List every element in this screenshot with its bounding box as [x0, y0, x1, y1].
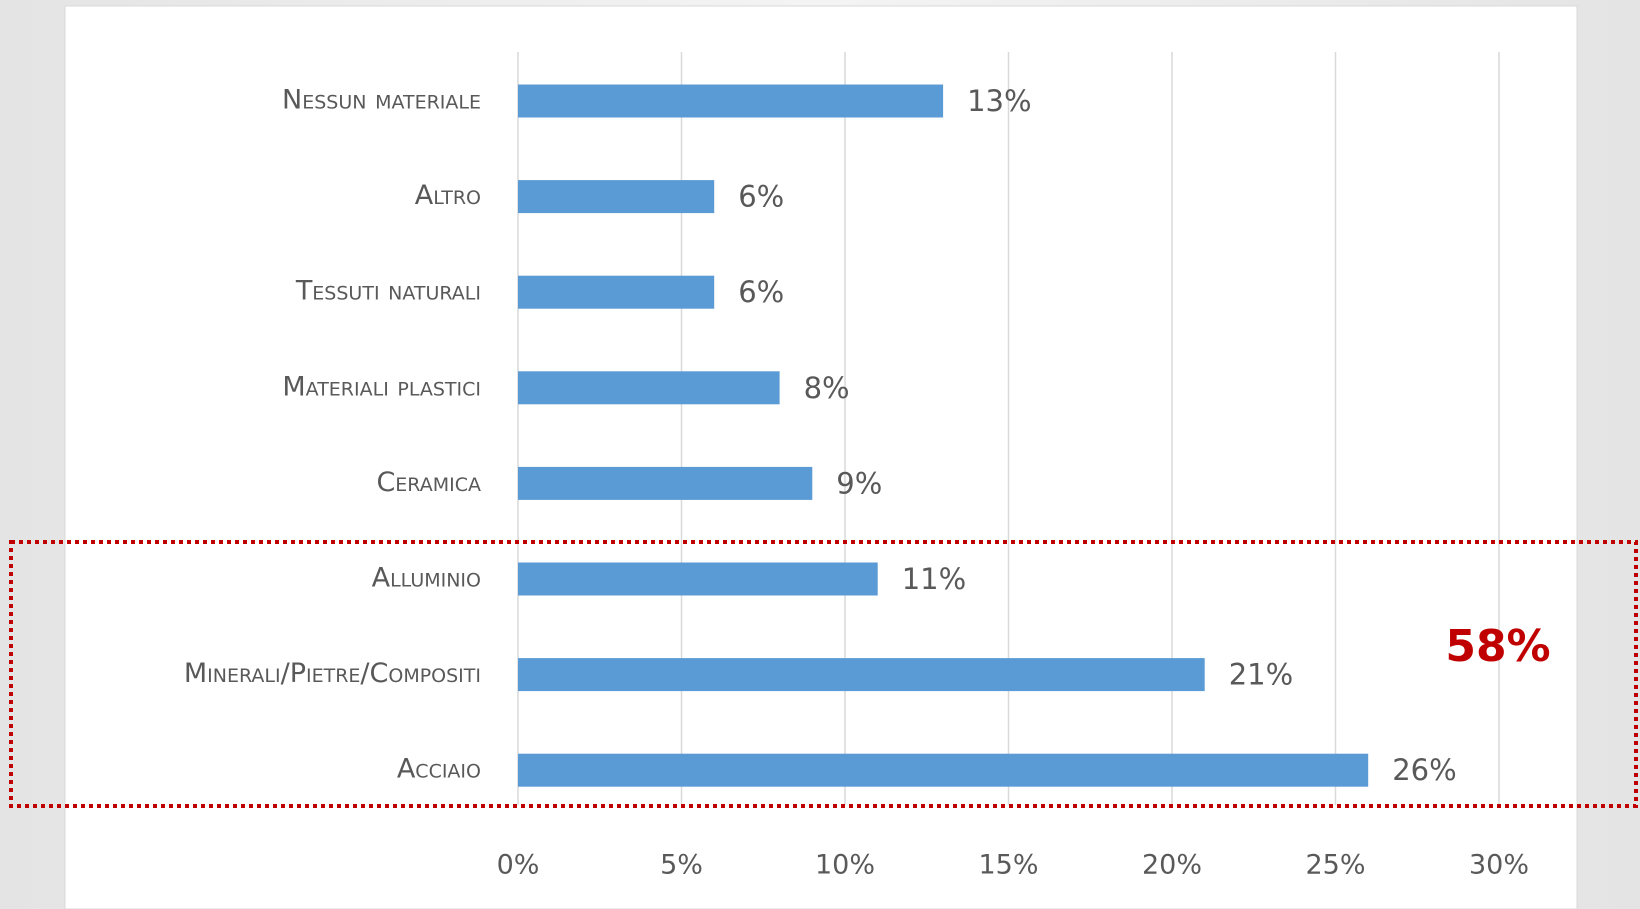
bar	[518, 753, 1369, 787]
bar	[518, 658, 1205, 692]
bar	[518, 371, 780, 405]
x-tick-label: 20%	[1142, 850, 1202, 881]
data-label: 9%	[836, 466, 882, 500]
y-tick-label: Nessun materiale	[282, 85, 481, 116]
y-tick-label: Minerali/Pietre/Compositi	[184, 658, 481, 689]
data-label: 26%	[1392, 753, 1456, 787]
y-tick-label: Ceramica	[376, 467, 481, 498]
bar	[518, 84, 944, 118]
bar	[518, 562, 878, 596]
data-label: 6%	[738, 180, 784, 214]
bar	[518, 180, 715, 214]
data-label: 8%	[804, 371, 850, 405]
data-label: 6%	[738, 275, 784, 309]
marks	[518, 84, 1369, 787]
data-label: 13%	[967, 84, 1031, 118]
x-tick-label: 5%	[660, 850, 703, 881]
x-tick-label: 0%	[497, 850, 540, 881]
data-label: 11%	[902, 562, 966, 596]
x-tick-label: 10%	[815, 850, 875, 881]
y-tick-label: Tessuti naturali	[295, 276, 481, 307]
annotation: 58%	[1445, 621, 1550, 672]
y-tick-label: Acciaio	[397, 754, 481, 785]
y-tick-label: Alluminio	[372, 563, 481, 594]
data-label: 21%	[1229, 658, 1293, 692]
y-tick-label: Altro	[415, 180, 481, 211]
bar	[518, 275, 715, 309]
x-tick-label: 30%	[1469, 850, 1529, 881]
y-tick-label: Materiali plastici	[282, 371, 481, 402]
bar	[518, 466, 813, 500]
x-tick-label: 25%	[1305, 850, 1365, 881]
x-tick-label: 15%	[978, 850, 1038, 881]
